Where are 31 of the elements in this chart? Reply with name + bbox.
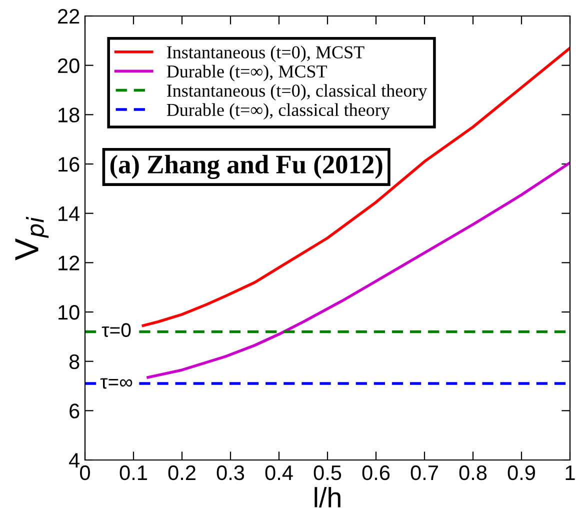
y-tick-label: 8: [69, 354, 80, 370]
legend-label: Instantaneous (t=0), classical theory: [167, 84, 428, 100]
y-tick-label: 6: [70, 404, 80, 418]
y-tick-label: 22: [58, 9, 80, 24]
y-tick-label: 16: [58, 157, 80, 172]
annotation: τ=0: [102, 323, 131, 337]
x-tick-label: 0.8: [459, 465, 487, 480]
y-tick-label: 10: [58, 305, 80, 320]
x-tick-label: 0.7: [410, 465, 438, 480]
line-series: [142, 46, 570, 327]
x-tick-label: 0.5: [314, 465, 342, 480]
legend-label: Durable (t=∞), classical theory: [166, 103, 390, 120]
y-tick-label: 18: [58, 108, 80, 122]
x-tick-label: 0.9: [508, 465, 535, 480]
y-tick-label: 20: [58, 58, 80, 74]
y-tick-label: 4: [69, 453, 80, 468]
y-axis-title: V$_{pi}$: [15, 216, 49, 260]
x-tick-label: 0.6: [362, 465, 390, 480]
annotation: (a) Zhang and Fu (2012): [110, 154, 382, 180]
x-axis-title: l/h: [314, 487, 340, 508]
x-tick-label: 0.1: [120, 465, 147, 480]
x-tick-label: 1: [566, 466, 575, 480]
x-tick-label: 0.3: [216, 465, 244, 480]
y-tick-label: 14: [58, 206, 80, 221]
legend-label: Instantaneous (t=0), MCST: [167, 46, 364, 62]
x-tick-label: 0.2: [168, 465, 196, 480]
annotation: τ=∞: [100, 378, 132, 389]
legend-label: Durable (t=∞), MCST: [166, 64, 328, 82]
y-tick-label: 12: [58, 256, 80, 270]
x-tick-label: 0: [80, 465, 90, 480]
x-tick-label: 0.4: [265, 465, 293, 480]
